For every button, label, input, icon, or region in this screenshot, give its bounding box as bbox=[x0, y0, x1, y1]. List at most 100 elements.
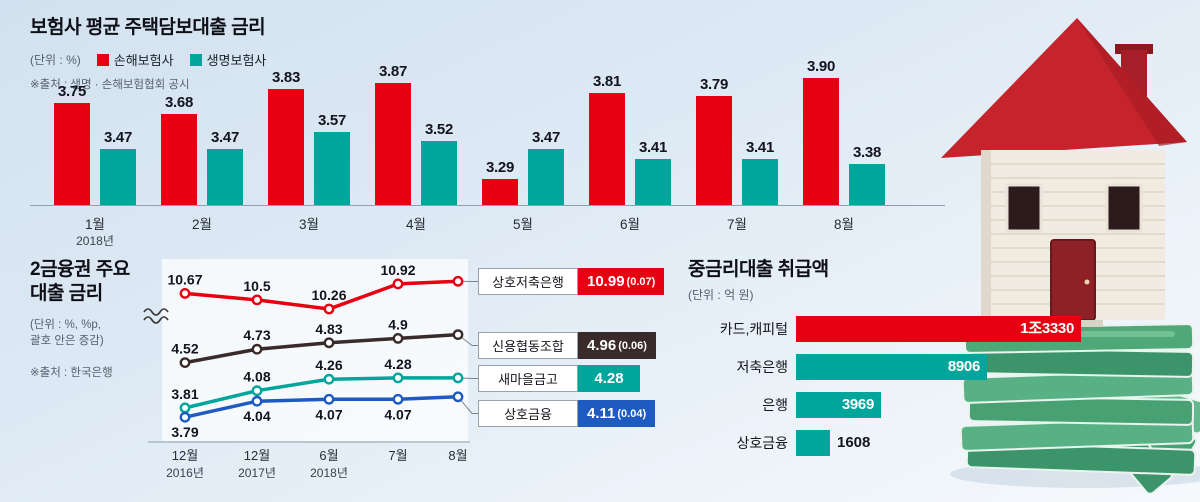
midrate-row: 상호금융 1608 bbox=[688, 430, 1188, 456]
rate-bar-value: 3.47 bbox=[211, 129, 239, 146]
axis-break-squiggle bbox=[143, 316, 169, 324]
insurance-chart-title: 보험사 평균 주택담보대출 금리 bbox=[30, 17, 266, 38]
rate-bar-damage-ins bbox=[803, 78, 839, 205]
line-chart-unit-1: (단위 : %, %p, bbox=[30, 319, 102, 331]
line-point bbox=[323, 303, 335, 315]
series-value-box: 10.99 (0.07) bbox=[578, 268, 665, 295]
rate-bar-damage-ins bbox=[589, 93, 625, 205]
rate-bar-value: 3.38 bbox=[853, 144, 881, 161]
line-x-label: 7월 bbox=[388, 448, 408, 463]
midrate-category-label: 카드,캐피털 bbox=[719, 321, 788, 337]
midrate-horizontal-bar-chart: 카드,캐피털 1조3330 저축은행 8906 은행 3969 상호금융 1608 bbox=[688, 316, 1188, 486]
midrate-unit-label: (단위 : 억 원) bbox=[688, 288, 754, 302]
series-name-box: 새마을금고 bbox=[478, 365, 578, 392]
line-chart-series-labels: 상호저축은행 10.99 (0.07) 신용협동조합 4.96 (0.06) 새마을금고 4.… bbox=[478, 0, 708, 502]
line-point bbox=[179, 357, 191, 369]
rate-bar-life-ins bbox=[314, 132, 350, 205]
rate-bar-value: 3.47 bbox=[532, 129, 560, 146]
midrate-row: 은행 3969 bbox=[688, 392, 1188, 418]
line-point bbox=[323, 373, 335, 385]
line-x-label: 12월 2016년 bbox=[145, 447, 225, 481]
rate-bar-damage-ins bbox=[161, 114, 197, 205]
line-point bbox=[452, 391, 464, 403]
insurance-source: ※출처 : 생명 · 손해보험협회 공시 bbox=[30, 79, 190, 91]
rate-bar-value: 3.83 bbox=[272, 69, 300, 86]
chimney-cap bbox=[1115, 44, 1153, 54]
point-value-label: 4.07 bbox=[384, 406, 411, 422]
midrate-chart-title: 중금리대출 취급액 bbox=[688, 259, 829, 280]
rate-bar-value: 3.57 bbox=[318, 112, 346, 129]
series-label-row: 상호저축은행 10.99 (0.07) bbox=[478, 268, 665, 295]
month-label: 5월 bbox=[513, 217, 533, 232]
rate-bar-damage-ins bbox=[482, 179, 518, 205]
month-label: 7월 bbox=[727, 217, 747, 232]
midrate-bar: 8906 bbox=[796, 354, 987, 380]
series-value-box: 4.96 (0.06) bbox=[578, 332, 656, 359]
legend-label-sonhae: 손해보험사 bbox=[113, 53, 174, 68]
rate-bar-value: 3.75 bbox=[58, 83, 86, 100]
line-point bbox=[392, 333, 404, 344]
roof bbox=[941, 18, 1187, 158]
rate-bar-value: 3.79 bbox=[700, 76, 728, 93]
line-point bbox=[251, 385, 263, 397]
point-value-label: 3.81 bbox=[171, 386, 198, 402]
point-value-label: 4.04 bbox=[243, 408, 270, 424]
insurance-legend: (단위 : %) 손해보험사 생명보험사 bbox=[30, 50, 266, 69]
midrate-row: 저축은행 8906 bbox=[688, 354, 1188, 380]
midrate-bar-value: 3969 bbox=[841, 396, 874, 413]
year-label: 2018년 bbox=[76, 233, 114, 248]
line-point bbox=[452, 372, 464, 384]
rate-bar-damage-ins bbox=[268, 89, 304, 205]
banknote-stack bbox=[959, 323, 1197, 476]
rate-bar-life-ins bbox=[528, 149, 564, 205]
line-x-year-label: 2016년 bbox=[166, 465, 204, 480]
legend-item-saengmyeong: 생명보험사 bbox=[189, 50, 266, 69]
point-value-label: 4.83 bbox=[315, 321, 342, 337]
rate-bar-life-ins bbox=[100, 149, 136, 205]
rate-bar-value: 3.47 bbox=[104, 129, 132, 146]
line-point bbox=[392, 393, 404, 405]
door-knob bbox=[1084, 279, 1090, 285]
insurance-unit-label: (단위 : %) bbox=[30, 53, 81, 67]
midrate-category-label: 저축은행 bbox=[736, 359, 788, 375]
line-chart-title-1: 2금융권 주요 bbox=[30, 259, 130, 280]
roof-side bbox=[1077, 18, 1187, 146]
series-value-box: 4.11 (0.04) bbox=[578, 400, 656, 427]
midrate-category-label: 상호금융 bbox=[736, 435, 788, 451]
midrate-bar-value: 1조3330 bbox=[1020, 320, 1074, 337]
line-x-label: 12월 2017년 bbox=[217, 447, 297, 481]
month-label: 6월 bbox=[620, 217, 640, 232]
midrate-bar: 1조3330 bbox=[796, 316, 1081, 342]
rate-bar-value: 3.68 bbox=[165, 94, 193, 111]
line-point bbox=[392, 278, 404, 290]
rate-bar-life-ins bbox=[635, 159, 671, 205]
point-value-label: 4.28 bbox=[384, 356, 411, 372]
point-value-label: 10.5 bbox=[243, 278, 270, 294]
house-on-money-photo bbox=[941, 18, 1200, 495]
midrate-bar bbox=[796, 430, 830, 456]
line-point bbox=[323, 337, 335, 349]
midrate-row: 카드,캐피털 1조3330 bbox=[688, 316, 1188, 342]
line-point bbox=[323, 393, 335, 405]
loan-rate-line-chart: 10.67 10.5 10.26 10.92 4.52 4.73 4.83 4.9 3.81 4.… bbox=[143, 259, 484, 443]
line-point bbox=[179, 402, 191, 414]
point-value-label: 4.52 bbox=[171, 341, 198, 357]
rate-bar-life-ins bbox=[207, 149, 243, 205]
series-value-box: 4.28 bbox=[578, 365, 640, 392]
window-left bbox=[1005, 183, 1043, 233]
point-value-label: 4.07 bbox=[315, 406, 342, 422]
legend-swatch-saengmyeong bbox=[189, 53, 202, 66]
point-value-label: 3.79 bbox=[171, 424, 198, 440]
legend-item-sonhae: 손해보험사 bbox=[96, 50, 174, 69]
series-label-row: 신용협동조합 4.96 (0.06) bbox=[478, 332, 656, 359]
rate-bar-value: 3.81 bbox=[593, 73, 621, 90]
rate-bar-life-ins bbox=[421, 141, 457, 205]
window-right bbox=[1105, 183, 1143, 233]
axis-break-squiggle bbox=[143, 308, 169, 316]
point-value-label: 10.26 bbox=[311, 287, 346, 303]
line-chart-unit-2: 괄호 안은 증감) bbox=[30, 335, 104, 347]
series-name-box: 상호금융 bbox=[478, 400, 578, 427]
point-value-label: 10.67 bbox=[167, 271, 202, 287]
series-name-box: 신용협동조합 bbox=[478, 332, 578, 359]
